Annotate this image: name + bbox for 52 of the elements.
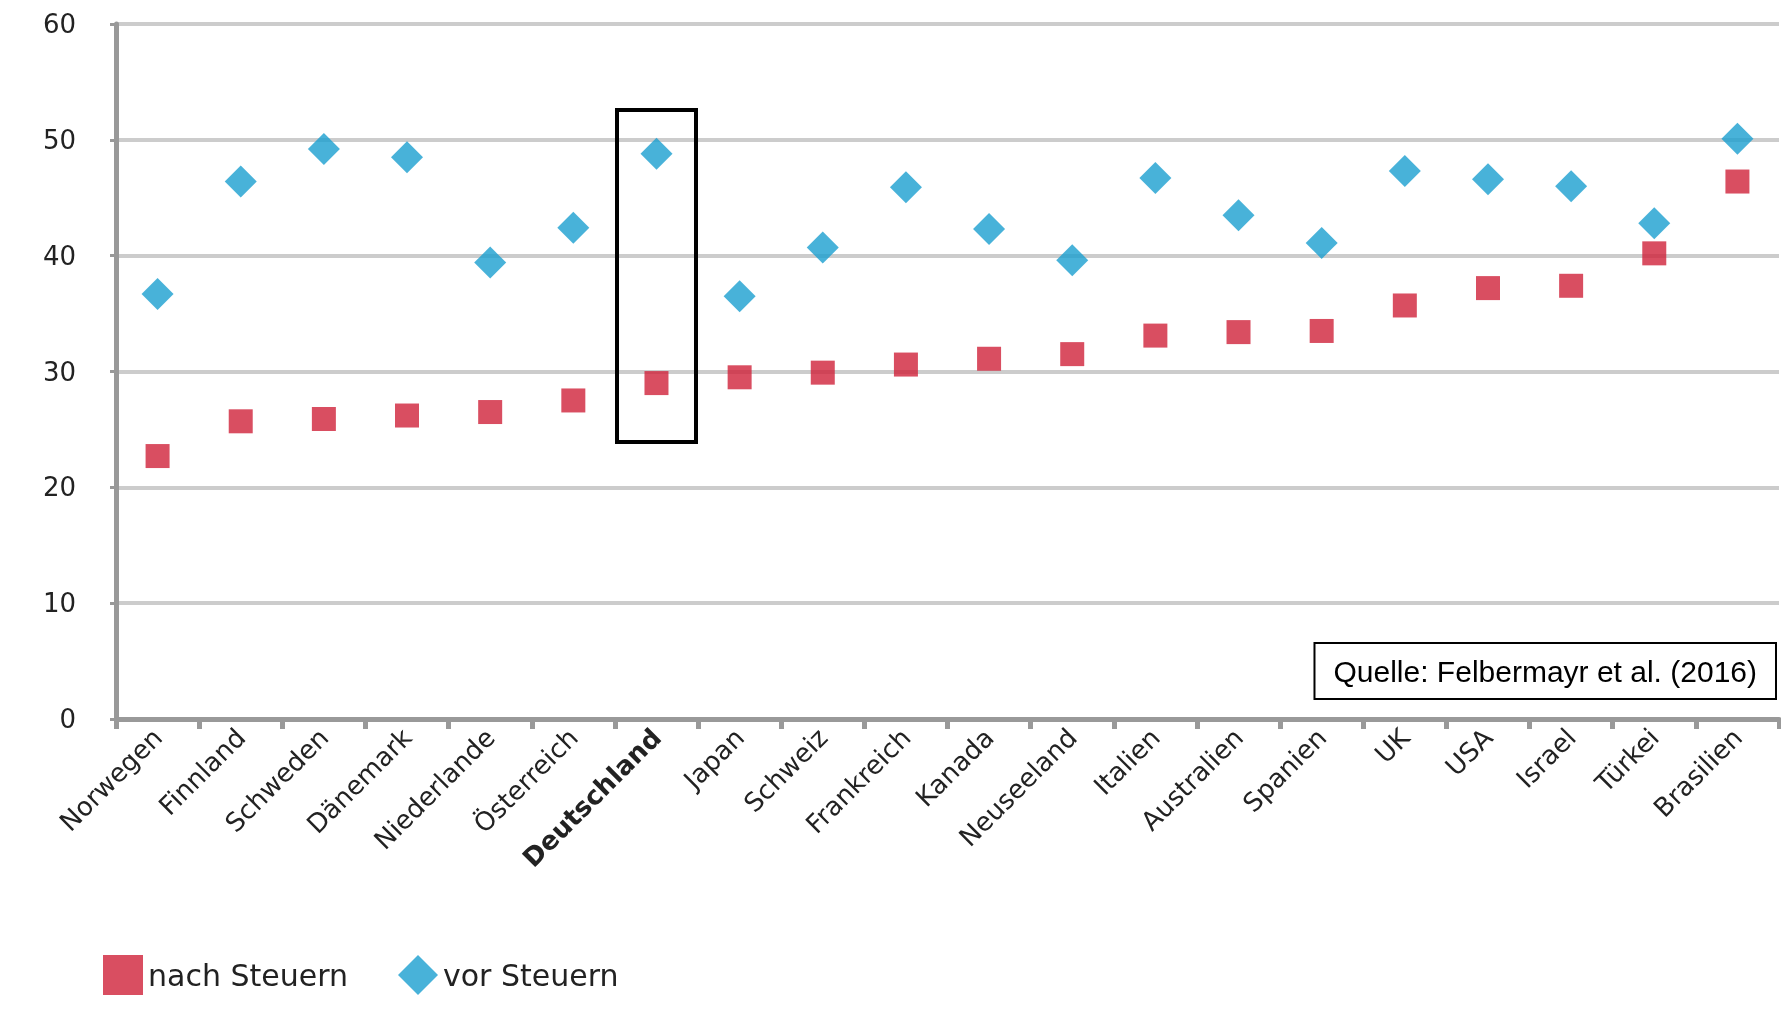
point — [973, 213, 1006, 246]
point — [1309, 318, 1334, 343]
point — [644, 371, 669, 396]
point — [311, 406, 336, 431]
point — [391, 141, 424, 174]
annotation: Quelle: Felbermayr et al. (2016) — [1333, 654, 1757, 688]
y-tick-label: 30 — [42, 356, 76, 387]
point — [889, 171, 922, 204]
point — [806, 231, 839, 264]
point — [640, 137, 673, 170]
point — [1056, 244, 1089, 277]
legend-label: nach Steuern — [148, 957, 348, 993]
point — [561, 388, 586, 413]
point — [1222, 199, 1255, 232]
point — [1060, 342, 1085, 367]
point — [1555, 170, 1588, 203]
point — [145, 444, 170, 469]
point — [478, 400, 503, 425]
point — [1638, 207, 1671, 240]
x-tick-label: USA — [1439, 722, 1499, 782]
point — [474, 246, 507, 279]
point — [557, 211, 590, 244]
point — [1725, 169, 1750, 194]
point — [1226, 320, 1251, 345]
point — [977, 346, 1002, 371]
y-tick-label: 10 — [42, 588, 76, 619]
point — [810, 360, 835, 385]
point — [1642, 241, 1667, 266]
point — [1559, 273, 1584, 298]
x-tick-label: UK — [1368, 721, 1417, 770]
point — [224, 165, 257, 198]
point — [893, 352, 918, 377]
y-tick-label: 40 — [42, 240, 76, 271]
y-tick-label: 20 — [42, 472, 76, 503]
point — [1388, 155, 1421, 188]
point — [1475, 276, 1500, 301]
point — [141, 277, 174, 310]
point — [1721, 122, 1754, 155]
point — [395, 403, 420, 428]
point — [1143, 323, 1168, 348]
legend-label: vor Steuern — [443, 957, 619, 993]
point — [307, 133, 340, 166]
point — [1139, 162, 1172, 195]
point — [723, 280, 756, 313]
point — [1305, 226, 1338, 259]
point — [228, 409, 253, 434]
y-tick-label: 60 — [42, 9, 76, 39]
point — [1392, 293, 1417, 318]
y-tick-label: 50 — [42, 124, 76, 155]
point — [1471, 163, 1504, 196]
y-tick-label: 0 — [59, 704, 76, 734]
point — [727, 365, 752, 390]
